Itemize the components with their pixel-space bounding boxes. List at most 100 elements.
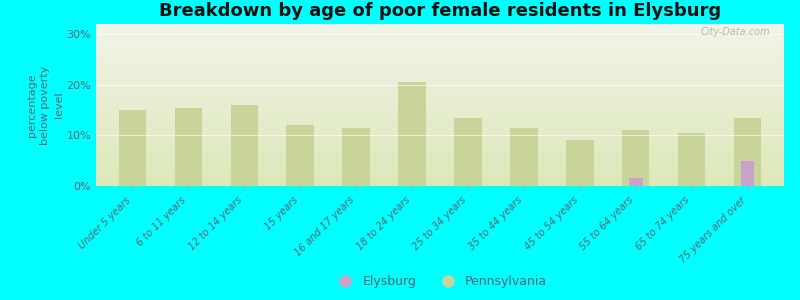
Bar: [96, 48, 784, 49]
Bar: [622, 130, 650, 186]
Bar: [96, 99, 784, 100]
Bar: [96, 100, 784, 101]
Bar: [96, 169, 784, 170]
Bar: [96, 73, 784, 74]
Bar: [96, 103, 784, 104]
Bar: [96, 154, 784, 155]
Bar: [96, 124, 784, 125]
Bar: [566, 140, 594, 186]
Bar: [96, 64, 784, 65]
Bar: [96, 112, 784, 113]
Y-axis label: percentage
below poverty
level: percentage below poverty level: [27, 65, 64, 145]
Bar: [96, 70, 784, 71]
Bar: [96, 118, 784, 119]
Bar: [96, 85, 784, 86]
Bar: [96, 39, 784, 40]
Bar: [118, 110, 146, 186]
Bar: [96, 121, 784, 122]
Title: Breakdown by age of poor female residents in Elysburg: Breakdown by age of poor female resident…: [159, 2, 721, 20]
Bar: [96, 68, 784, 69]
Bar: [96, 102, 784, 103]
Bar: [96, 146, 784, 147]
Bar: [96, 46, 784, 47]
Bar: [96, 135, 784, 136]
Bar: [96, 31, 784, 32]
Bar: [96, 78, 784, 79]
Bar: [96, 183, 784, 184]
Bar: [96, 166, 784, 167]
Bar: [96, 127, 784, 128]
Bar: [96, 109, 784, 110]
Bar: [96, 117, 784, 118]
Bar: [96, 45, 784, 46]
Bar: [96, 132, 784, 133]
Bar: [96, 35, 784, 36]
Bar: [96, 65, 784, 66]
Bar: [96, 176, 784, 177]
Bar: [96, 75, 784, 76]
Bar: [96, 138, 784, 139]
Bar: [96, 82, 784, 83]
Bar: [96, 150, 784, 151]
Bar: [96, 168, 784, 169]
Bar: [96, 130, 784, 131]
Bar: [96, 172, 784, 173]
Bar: [96, 167, 784, 168]
Bar: [96, 164, 784, 165]
Bar: [96, 110, 784, 111]
Bar: [96, 60, 784, 61]
Bar: [96, 182, 784, 183]
Bar: [96, 128, 784, 129]
Bar: [96, 81, 784, 82]
Bar: [96, 69, 784, 70]
Bar: [96, 76, 784, 77]
Bar: [96, 59, 784, 60]
Bar: [96, 155, 784, 156]
Bar: [96, 142, 784, 143]
Bar: [96, 30, 784, 31]
Bar: [96, 165, 784, 166]
Bar: [96, 156, 784, 157]
Bar: [96, 153, 784, 154]
Bar: [96, 90, 784, 91]
Bar: [96, 115, 784, 116]
Bar: [96, 131, 784, 132]
Bar: [96, 108, 784, 109]
Bar: [96, 96, 784, 97]
Bar: [96, 148, 784, 149]
Bar: [741, 161, 754, 186]
Bar: [96, 26, 784, 27]
Bar: [96, 34, 784, 35]
Bar: [96, 24, 784, 25]
Bar: [96, 101, 784, 102]
Bar: [96, 66, 784, 67]
Bar: [96, 114, 784, 115]
Bar: [96, 77, 784, 78]
Bar: [398, 82, 426, 186]
Bar: [96, 53, 784, 54]
Bar: [174, 107, 202, 186]
Bar: [96, 139, 784, 140]
Bar: [96, 74, 784, 75]
Bar: [230, 105, 258, 186]
Bar: [96, 56, 784, 57]
Bar: [96, 122, 784, 123]
Bar: [96, 80, 784, 81]
Bar: [96, 125, 784, 126]
Bar: [96, 171, 784, 172]
Bar: [96, 25, 784, 26]
Bar: [342, 128, 370, 186]
Bar: [96, 141, 784, 142]
Bar: [96, 42, 784, 43]
Bar: [96, 107, 784, 108]
Bar: [96, 158, 784, 159]
Bar: [96, 54, 784, 55]
Bar: [96, 67, 784, 68]
Bar: [96, 159, 784, 160]
Bar: [96, 162, 784, 163]
Bar: [96, 104, 784, 105]
Bar: [96, 38, 784, 39]
Bar: [96, 119, 784, 120]
Bar: [96, 185, 784, 186]
Bar: [96, 37, 784, 38]
